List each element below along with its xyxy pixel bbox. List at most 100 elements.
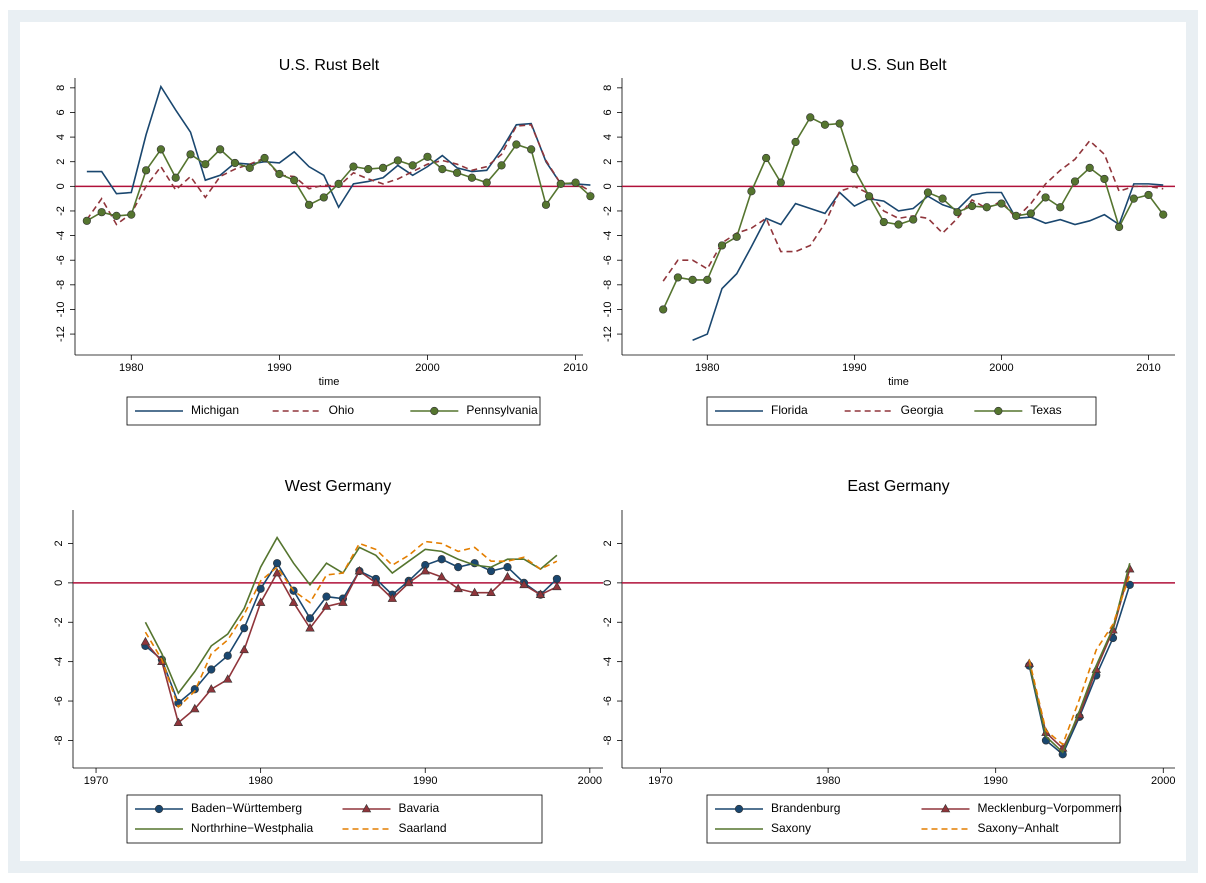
marker bbox=[497, 161, 506, 170]
marker bbox=[454, 563, 463, 572]
legend-label: Pennsylvania bbox=[466, 403, 538, 417]
marker bbox=[1125, 580, 1134, 589]
marker bbox=[469, 587, 480, 597]
legend-label: Michigan bbox=[191, 403, 239, 417]
marker bbox=[272, 567, 282, 577]
y-tick-label: 0 bbox=[602, 580, 614, 586]
marker bbox=[512, 140, 521, 149]
marker bbox=[275, 169, 284, 179]
y-tick-label: 8 bbox=[602, 85, 614, 91]
marker bbox=[909, 215, 918, 224]
y-tick-label: 0 bbox=[602, 183, 614, 189]
marker bbox=[1056, 203, 1065, 212]
marker bbox=[240, 624, 249, 633]
marker bbox=[288, 597, 299, 606]
series-line bbox=[1028, 562, 1131, 754]
marker bbox=[1159, 210, 1168, 219]
x-tick-label: 2010 bbox=[1136, 362, 1160, 374]
x-tick-label: 1980 bbox=[119, 362, 143, 374]
marker bbox=[502, 571, 513, 581]
y-tick-label: 2 bbox=[602, 159, 614, 165]
y-tick-label: -8 bbox=[53, 736, 65, 746]
y-tick-label: -8 bbox=[602, 280, 614, 290]
x-tick-label: 1990 bbox=[842, 362, 866, 374]
marker bbox=[703, 275, 712, 285]
y-tick-label: 4 bbox=[602, 134, 614, 140]
marker bbox=[1129, 194, 1138, 203]
marker bbox=[423, 152, 432, 161]
panel-title: East Germany bbox=[847, 478, 949, 495]
marker bbox=[482, 178, 491, 187]
legend-label: Georgia bbox=[901, 403, 944, 417]
legend-label: Brandenburg bbox=[771, 801, 840, 815]
marker bbox=[245, 163, 254, 172]
y-tick-label: -2 bbox=[55, 206, 67, 216]
y-tick-label: 2 bbox=[55, 159, 67, 165]
marker bbox=[393, 156, 402, 165]
marker bbox=[732, 232, 741, 241]
marker bbox=[255, 597, 266, 606]
legend-label: Saxony bbox=[771, 821, 811, 835]
marker bbox=[190, 685, 199, 694]
legend-label: Saarland bbox=[399, 821, 447, 835]
marker bbox=[127, 210, 136, 219]
x-tick-label: 2010 bbox=[563, 362, 587, 374]
marker bbox=[806, 113, 815, 122]
x-tick-label: 2000 bbox=[415, 362, 439, 374]
marker bbox=[1041, 193, 1050, 202]
marker bbox=[552, 574, 562, 584]
marker bbox=[556, 179, 565, 188]
marker bbox=[486, 587, 496, 597]
y-tick-label: -6 bbox=[602, 255, 614, 265]
marker bbox=[260, 153, 269, 163]
panel-title: U.S. Rust Belt bbox=[279, 57, 380, 74]
marker bbox=[453, 168, 462, 177]
marker bbox=[190, 703, 200, 713]
y-tick-label: -6 bbox=[602, 696, 614, 706]
marker bbox=[527, 145, 536, 154]
y-tick-label: -6 bbox=[53, 696, 65, 706]
marker bbox=[541, 200, 551, 209]
y-tick-label: -10 bbox=[55, 301, 67, 317]
marker bbox=[408, 161, 417, 170]
marker bbox=[186, 150, 195, 159]
marker bbox=[239, 644, 249, 654]
marker bbox=[519, 579, 529, 589]
y-tick-label: -6 bbox=[55, 255, 67, 265]
panel-title: U.S. Sun Belt bbox=[850, 57, 947, 74]
y-tick-label: 4 bbox=[55, 134, 67, 140]
marker bbox=[216, 145, 225, 154]
marker bbox=[453, 583, 463, 593]
x-tick-label: 2000 bbox=[1151, 775, 1175, 787]
y-tick-label: -4 bbox=[602, 657, 614, 667]
marker bbox=[894, 220, 903, 229]
y-tick-label: 2 bbox=[602, 540, 614, 546]
marker bbox=[378, 163, 388, 172]
marker bbox=[864, 192, 874, 201]
x-tick-label: 2000 bbox=[578, 775, 602, 787]
marker bbox=[230, 158, 240, 168]
marker bbox=[82, 216, 91, 225]
legend-label: Saxony−Anhalt bbox=[978, 821, 1060, 835]
y-tick-label: -4 bbox=[53, 657, 65, 667]
series-line bbox=[1028, 574, 1131, 746]
marker bbox=[223, 651, 232, 660]
marker bbox=[223, 674, 233, 683]
legend-label: Texas bbox=[1030, 403, 1061, 417]
marker bbox=[371, 577, 381, 587]
marker bbox=[688, 275, 697, 285]
y-tick-label: 6 bbox=[55, 109, 67, 115]
y-tick-label: -4 bbox=[602, 231, 614, 241]
marker bbox=[776, 178, 785, 187]
marker bbox=[361, 803, 372, 813]
y-tick-label: 0 bbox=[55, 183, 67, 189]
marker bbox=[879, 217, 888, 227]
marker bbox=[1041, 736, 1051, 745]
marker bbox=[997, 199, 1006, 208]
x-tick-label: 1970 bbox=[84, 775, 108, 787]
marker bbox=[1085, 163, 1094, 172]
marker bbox=[154, 804, 164, 814]
marker bbox=[140, 636, 151, 646]
marker bbox=[201, 160, 210, 169]
x-tick-label: 1970 bbox=[648, 775, 672, 787]
